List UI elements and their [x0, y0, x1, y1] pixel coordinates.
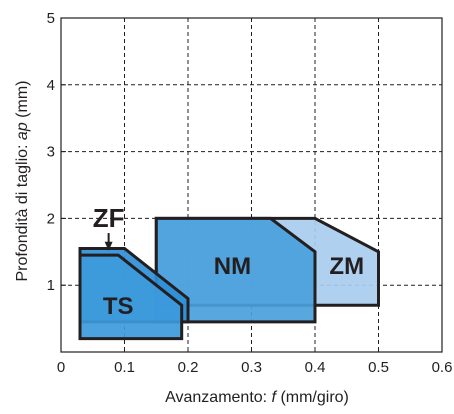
region-ts-area [78, 253, 184, 341]
x-tick-label: 0.4 [305, 359, 326, 376]
tick-labels: 0 0.1 0.2 0.3 0.4 0.5 0.6 1 2 3 4 5 [47, 10, 453, 376]
x-tick-label: 0.2 [178, 359, 199, 376]
y-tick-label: 1 [47, 277, 55, 294]
x-tick-label: 0.6 [432, 359, 453, 376]
label-zm: ZM [329, 253, 364, 280]
y-axis-title: Profondità di taglio: ap (mm) [14, 81, 31, 282]
y-tick-label: 5 [47, 10, 55, 27]
y-tick-label: 4 [47, 77, 55, 94]
x-tick-label: 0 [57, 359, 65, 376]
x-axis-title: Avanzamento: f (mm/giro) [165, 389, 349, 406]
plot-frame [60, 17, 443, 353]
x-tick-label: 0.1 [114, 359, 135, 376]
label-zf: ZF [93, 203, 125, 233]
region-labels: NM ZM TS ZF [93, 203, 364, 320]
x-tick-label: 0.5 [368, 359, 389, 376]
region-ts [78, 253, 184, 341]
label-ts: TS [103, 293, 134, 320]
regions [78, 216, 380, 341]
y-tick-label: 2 [47, 210, 55, 227]
x-tick-label: 0.3 [241, 359, 262, 376]
label-nm: NM [214, 253, 251, 280]
callout-arrowhead [104, 241, 113, 251]
y-tick-label: 3 [47, 144, 55, 161]
